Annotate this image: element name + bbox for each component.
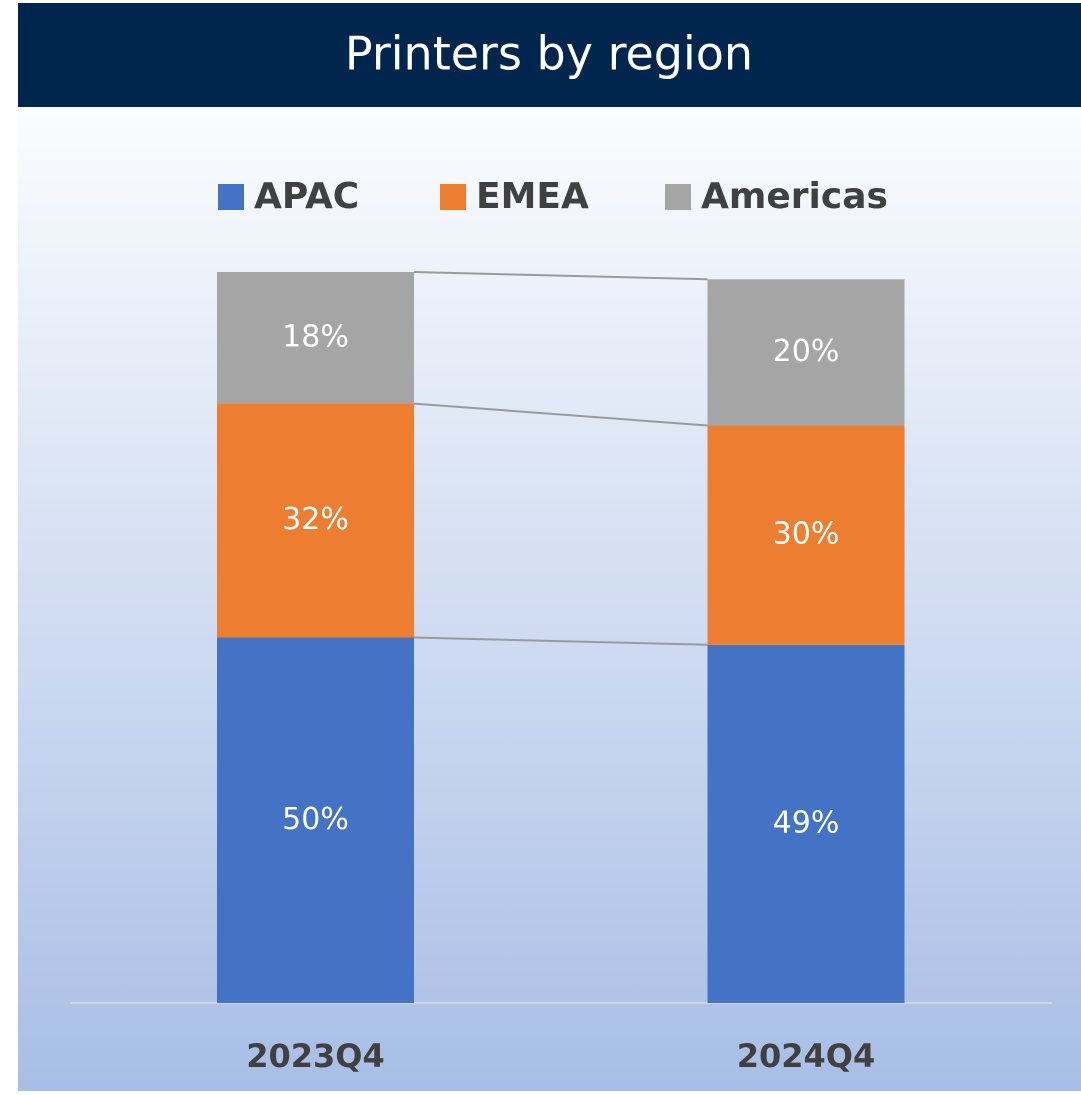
data-label: 18% [282, 319, 349, 354]
x-tick-label: 2023Q4 [246, 1037, 385, 1075]
legend-swatch [665, 184, 691, 210]
data-label: 50% [282, 802, 349, 837]
data-label: 49% [773, 805, 840, 840]
bar-segment [217, 272, 414, 404]
bar-segment [707, 279, 905, 426]
title-bar [18, 3, 1081, 107]
plot-background [18, 107, 1081, 1091]
bar-segment [217, 403, 414, 638]
data-label: 20% [773, 334, 840, 369]
legend-swatch [218, 184, 244, 210]
bar-segment [217, 637, 414, 1003]
data-label: 32% [282, 502, 349, 537]
legend-label: EMEA [476, 176, 589, 217]
bar-segment [707, 644, 905, 1003]
bar-segment [707, 425, 905, 645]
series-line [413, 636, 708, 646]
x-tick-label: 2024Q4 [737, 1037, 876, 1075]
data-label: 30% [773, 517, 840, 552]
chart-title: Printers by region [345, 27, 753, 81]
legend-label: APAC [254, 176, 359, 217]
legend-swatch [440, 184, 466, 210]
series-line [413, 402, 708, 427]
series-line [413, 271, 708, 281]
legend-label: Americas [701, 176, 888, 217]
